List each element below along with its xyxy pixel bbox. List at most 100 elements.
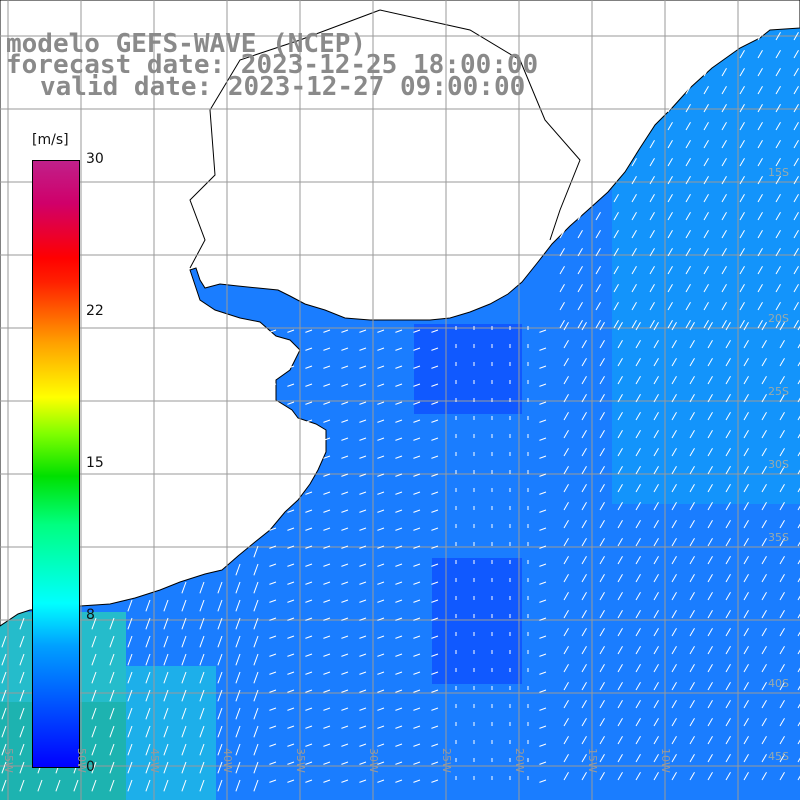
- longitude-label: 45W: [148, 748, 161, 773]
- wind-speed-tile: [738, 180, 756, 198]
- wind-arrow: [757, 319, 763, 329]
- wind-arrow: [127, 617, 133, 630]
- wind-arrow: [563, 645, 569, 655]
- wind-arrow: [761, 501, 767, 511]
- wind-speed-tile: [648, 216, 666, 234]
- wind-arrow: [613, 211, 619, 221]
- wind-arrow: [671, 501, 677, 511]
- wind-arrow: [671, 411, 677, 421]
- wind-speed-tile: [774, 72, 792, 90]
- wind-arrow: [395, 347, 403, 351]
- wind-arrow: [581, 627, 587, 637]
- wind-arrow: [581, 573, 587, 583]
- wind-arrow: [431, 671, 439, 675]
- wind-arrow: [181, 707, 187, 720]
- wind-arrow: [377, 419, 385, 423]
- wind-speed-tile: [702, 288, 720, 306]
- wind-arrow: [431, 743, 439, 747]
- wind-arrow: [721, 67, 727, 77]
- wind-speed-tile: [144, 666, 162, 684]
- wind-arrow: [617, 465, 623, 475]
- wind-arrow: [761, 771, 767, 781]
- wind-arrow: [685, 85, 691, 95]
- wind-speed-tile: [36, 774, 54, 792]
- wind-speed-tile: [756, 342, 774, 360]
- wind-arrow: [581, 375, 587, 385]
- wind-arrow: [797, 559, 800, 565]
- wind-arrow: [635, 375, 641, 385]
- wind-arrow: [217, 761, 223, 774]
- wind-speed-tile: [738, 126, 756, 144]
- wind-arrow: [145, 725, 151, 738]
- wind-arrow: [395, 329, 403, 333]
- wind-arrow: [725, 717, 731, 727]
- wind-speed-tile: [450, 594, 468, 612]
- wind-arrow: [743, 717, 749, 727]
- wind-speed-tile: [90, 630, 108, 648]
- wind-arrow: [653, 519, 659, 529]
- wind-arrow: [377, 743, 385, 747]
- wind-speed-tile: [648, 306, 666, 324]
- wind-speed-tile: [666, 378, 684, 396]
- wind-speed-tile: [702, 342, 720, 360]
- wind-arrow: [631, 247, 637, 257]
- wind-arrow: [617, 519, 623, 529]
- wind-speed-tile: [720, 270, 738, 288]
- country-border: [189, 9, 381, 269]
- wind-arrow: [725, 339, 731, 349]
- wind-arrow: [305, 707, 313, 711]
- wind-arrow: [631, 175, 637, 185]
- wind-arrow: [163, 779, 169, 792]
- wind-arrow: [305, 653, 313, 657]
- wind-arrow: [649, 265, 655, 275]
- wind-arrow: [395, 581, 403, 585]
- wind-speed-tile: [0, 648, 18, 666]
- wind-speed-tile: [630, 270, 648, 288]
- wind-arrow: [779, 609, 785, 619]
- wind-arrow: [743, 645, 749, 655]
- wind-speed-tile: [468, 360, 486, 378]
- wind-arrow: [671, 555, 677, 565]
- wind-speed-tile: [432, 378, 450, 396]
- wind-arrow: [595, 301, 601, 311]
- wind-speed-tile: [738, 288, 756, 306]
- wind-arrow: [797, 739, 800, 745]
- wind-speed-tile: [702, 72, 720, 90]
- wind-speed-tile: [468, 630, 486, 648]
- wind-arrow: [649, 211, 655, 221]
- wind-arrow: [725, 519, 731, 529]
- wind-arrow: [797, 595, 800, 601]
- wind-speed-tile: [108, 738, 126, 756]
- wind-arrow: [563, 447, 569, 457]
- wind-arrow: [359, 707, 367, 711]
- model-title: modelo GEFS-WAVE (NCEP): [6, 29, 367, 59]
- wind-speed-tile: [648, 234, 666, 252]
- wind-arrow: [743, 663, 749, 673]
- wind-arrow: [359, 437, 367, 441]
- wind-arrow: [127, 707, 133, 720]
- wind-speed-tile: [684, 270, 702, 288]
- wind-arrow: [667, 139, 673, 149]
- wind-speed-tile: [702, 306, 720, 324]
- wind-arrow: [775, 229, 781, 239]
- wind-arrow: [707, 699, 713, 709]
- wind-arrow: [413, 437, 421, 441]
- wind-arrow: [689, 735, 695, 745]
- wind-arrow: [1, 689, 7, 702]
- wind-arrow: [685, 121, 691, 131]
- wind-arrow: [253, 779, 259, 792]
- wind-speed-tile: [684, 144, 702, 162]
- wind-arrow: [581, 555, 587, 565]
- wind-arrow: [757, 49, 763, 59]
- wind-speed-tile: [666, 216, 684, 234]
- wind-arrow: [703, 319, 709, 329]
- wind-arrow: [797, 379, 800, 385]
- wind-speed-tile: [468, 594, 486, 612]
- wind-arrow: [743, 501, 749, 511]
- wind-arrow: [431, 437, 439, 441]
- wind-arrow: [539, 653, 547, 657]
- wind-arrow: [305, 419, 313, 423]
- wind-arrow: [635, 717, 641, 727]
- wind-arrow: [269, 761, 277, 765]
- wind-arrow: [581, 663, 587, 673]
